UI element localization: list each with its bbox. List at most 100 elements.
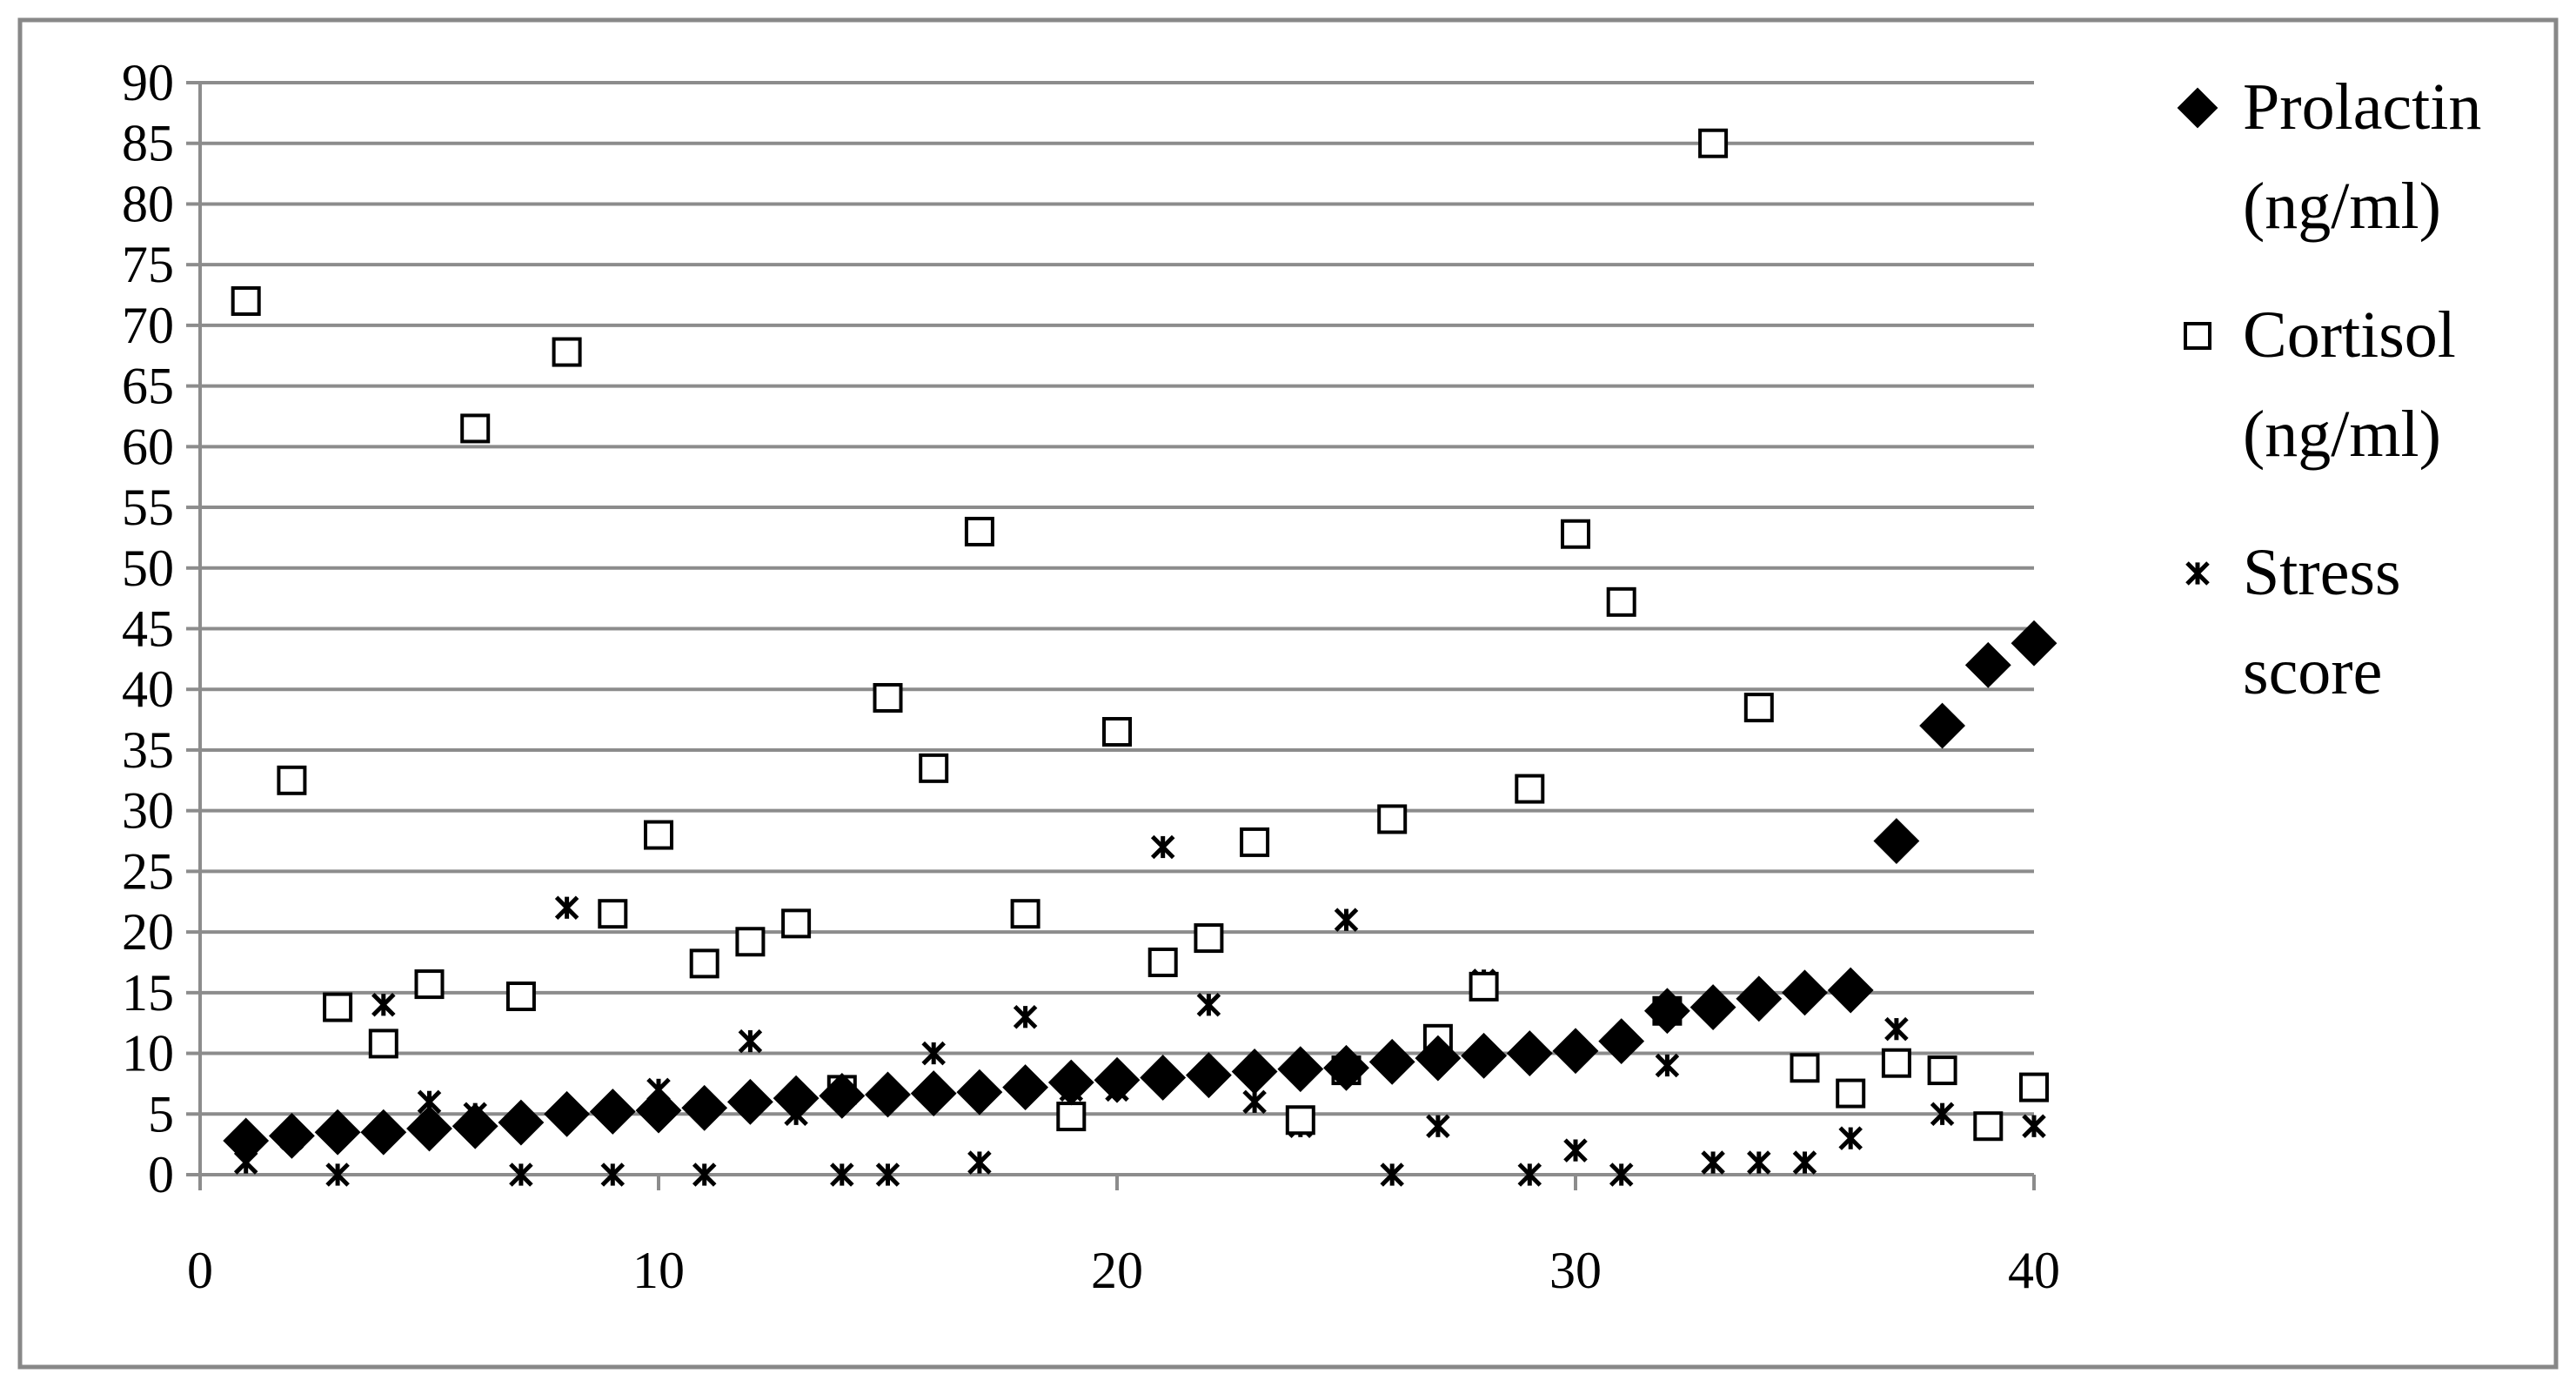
prolactin-point xyxy=(406,1105,452,1152)
prolactin-point xyxy=(1689,984,1736,1030)
y-tick-label: 90 xyxy=(122,54,174,111)
stress-point xyxy=(1609,1163,1634,1187)
prolactin-point xyxy=(1140,1055,1187,1101)
stress-point xyxy=(1563,1138,1588,1163)
cortisol-point xyxy=(1469,971,1499,1002)
cortisol-point xyxy=(1606,586,1636,617)
cortisol-point xyxy=(873,682,903,713)
stress-point xyxy=(1334,908,1359,932)
stress-point xyxy=(1930,1102,1955,1127)
stress-point xyxy=(738,1029,763,1054)
prolactin-point xyxy=(1964,641,2011,688)
prolactin-point xyxy=(1598,1018,1645,1065)
stress-point xyxy=(1426,1114,1450,1138)
y-tick-label: 0 xyxy=(148,1146,174,1203)
chart-border xyxy=(17,17,2559,1370)
y-tick-label: 50 xyxy=(122,539,174,597)
y-tick-label: 40 xyxy=(122,660,174,718)
stress-point xyxy=(1150,834,1175,860)
prolactin-point xyxy=(773,1075,820,1122)
series-square xyxy=(231,128,2049,1142)
y-tick-label: 85 xyxy=(122,115,174,172)
prolactin-point xyxy=(268,1112,315,1159)
axes xyxy=(186,81,2036,1190)
y-tick-label: 80 xyxy=(122,175,174,232)
stress-point xyxy=(830,1163,854,1187)
cortisol-point xyxy=(368,1029,398,1059)
cortisol-point xyxy=(735,927,766,957)
prolactin-point xyxy=(910,1070,957,1116)
stress-point xyxy=(371,993,396,1017)
cortisol-point xyxy=(1743,693,1774,723)
cortisol-point xyxy=(1698,128,1729,158)
cortisol-point xyxy=(1790,1053,1820,1083)
cortisol-point xyxy=(1056,1102,1087,1132)
cortisol-point xyxy=(1836,1078,1866,1109)
prolactin-point xyxy=(681,1084,728,1131)
stress-point xyxy=(554,895,579,920)
y-tick-label: 15 xyxy=(122,964,174,1022)
cortisol-point xyxy=(644,820,673,850)
y-tick-label: 35 xyxy=(122,721,174,779)
y-tick-label: 55 xyxy=(122,479,174,536)
cortisol-point xyxy=(1240,827,1270,857)
y-tick-label: 30 xyxy=(122,782,174,840)
stress-point xyxy=(1380,1163,1404,1187)
series-diamond xyxy=(223,620,2057,1164)
prolactin-point xyxy=(819,1072,866,1119)
x-tick-label: 20 xyxy=(1091,1242,1143,1299)
cortisol-point xyxy=(781,908,812,939)
legend-square-icon xyxy=(2184,322,2211,350)
y-tick-label: 20 xyxy=(122,903,174,961)
legend-label: Cortisol xyxy=(2243,298,2456,372)
y-tick-label: 60 xyxy=(122,418,174,475)
prolactin-point xyxy=(1643,988,1690,1035)
y-tick-label: 45 xyxy=(122,600,174,658)
y-tick-label: 10 xyxy=(122,1025,174,1082)
x-tick-label: 0 xyxy=(187,1242,213,1299)
stress-point xyxy=(875,1163,900,1187)
prolactin-point xyxy=(1231,1049,1278,1095)
cortisol-point xyxy=(1881,1048,1911,1078)
legend-label: score xyxy=(2243,635,2382,708)
cortisol-point xyxy=(964,516,994,546)
legend-diamond-icon xyxy=(2177,87,2218,129)
cortisol-point xyxy=(1973,1111,2004,1142)
prolactin-point xyxy=(1415,1035,1462,1082)
stress-point xyxy=(967,1150,992,1175)
cortisol-point xyxy=(1377,804,1408,834)
prolactin-point xyxy=(589,1089,636,1135)
prolactin-point xyxy=(544,1090,591,1137)
stress-point xyxy=(600,1163,626,1187)
prolactin-point xyxy=(1736,975,1783,1022)
cortisol-point xyxy=(231,286,261,316)
prolactin-point xyxy=(1461,1032,1508,1079)
prolactin-point xyxy=(726,1078,773,1125)
prolactin-point xyxy=(223,1117,270,1164)
stress-point xyxy=(509,1163,533,1187)
cortisol-point xyxy=(1927,1055,1957,1086)
prolactin-point xyxy=(1368,1038,1415,1085)
y-tick-label: 75 xyxy=(122,236,174,293)
stress-point xyxy=(1242,1089,1267,1115)
prolactin-point xyxy=(452,1102,498,1149)
cortisol-point xyxy=(277,765,307,795)
cortisol-point xyxy=(505,982,536,1012)
stress-point xyxy=(2022,1114,2046,1138)
prolactin-point xyxy=(1094,1056,1141,1103)
legend: Prolactin (ng/ml) Cortisol (ng/ml) Stress sco… xyxy=(2177,70,2481,708)
prolactin-point xyxy=(314,1109,361,1156)
cortisol-point xyxy=(1285,1105,1315,1136)
legend-label: Prolactin xyxy=(2243,70,2481,144)
prolactin-point xyxy=(498,1099,545,1146)
cortisol-point xyxy=(689,948,719,979)
stress-point xyxy=(1884,1016,1909,1042)
legend-asterisk-icon xyxy=(2185,561,2210,586)
y-tick-label: 70 xyxy=(122,297,174,354)
cortisol-point xyxy=(552,337,582,367)
cortisol-point xyxy=(323,992,353,1022)
prolactin-point xyxy=(1873,818,1920,864)
legend-label: (ng/ml) xyxy=(2243,170,2441,243)
cortisol-point xyxy=(1194,923,1224,954)
